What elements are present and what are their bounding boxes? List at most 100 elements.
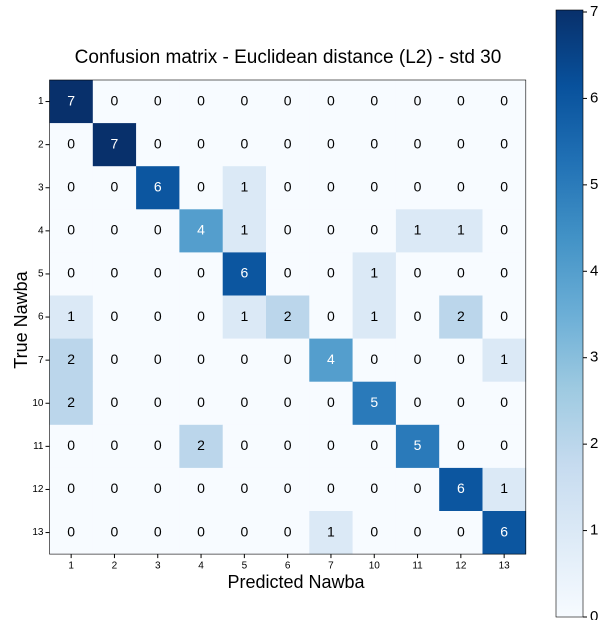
cell-label: 4 bbox=[327, 351, 335, 367]
cell bbox=[49, 123, 94, 167]
cell-label: 0 bbox=[111, 178, 119, 194]
cell bbox=[266, 381, 310, 426]
cell-label: 6 bbox=[500, 523, 508, 539]
cell bbox=[482, 123, 527, 167]
cell bbox=[482, 80, 527, 124]
cell bbox=[136, 467, 180, 512]
cell-label: 0 bbox=[284, 523, 292, 539]
cell bbox=[352, 295, 397, 339]
cell-label: 0 bbox=[154, 135, 162, 151]
cell bbox=[92, 467, 137, 512]
cell-label: 0 bbox=[457, 265, 465, 281]
cell-label: 0 bbox=[370, 92, 378, 108]
cell bbox=[49, 80, 94, 124]
cell-label: 0 bbox=[197, 92, 205, 108]
cell bbox=[266, 252, 310, 296]
cell bbox=[395, 123, 440, 167]
cell bbox=[439, 80, 483, 124]
cell-label: 1 bbox=[240, 178, 248, 194]
cell-label: 0 bbox=[284, 135, 292, 151]
cell-label: 6 bbox=[154, 178, 162, 194]
cell bbox=[395, 166, 440, 210]
cell bbox=[309, 295, 353, 339]
cell bbox=[136, 166, 180, 210]
cell bbox=[222, 295, 267, 339]
y-tick-label: 5 bbox=[38, 269, 44, 280]
cell bbox=[482, 381, 527, 426]
cell-label: 7 bbox=[111, 135, 119, 151]
cell-label: 0 bbox=[154, 222, 162, 238]
cell bbox=[49, 295, 94, 339]
cell-label: 0 bbox=[197, 523, 205, 539]
cell bbox=[179, 381, 223, 426]
cell bbox=[482, 166, 527, 210]
cell bbox=[222, 511, 267, 555]
cell bbox=[49, 467, 94, 512]
cell-label: 0 bbox=[370, 523, 378, 539]
cell bbox=[352, 511, 397, 555]
x-tick-label: 1 bbox=[68, 561, 74, 572]
y-axis-label: True Nawba bbox=[11, 270, 31, 368]
cell bbox=[439, 166, 483, 210]
cell-label: 0 bbox=[327, 135, 335, 151]
cell-label: 0 bbox=[414, 265, 422, 281]
cell-label: 6 bbox=[457, 480, 465, 496]
cell bbox=[49, 338, 94, 382]
cell-label: 0 bbox=[240, 437, 248, 453]
cell bbox=[92, 252, 137, 296]
cell-label: 2 bbox=[67, 394, 75, 410]
x-tick-label: 3 bbox=[155, 561, 161, 572]
y-tick-label: 11 bbox=[33, 441, 44, 452]
x-tick-label: 12 bbox=[455, 561, 467, 572]
cell bbox=[92, 511, 137, 555]
y-tick-label: 6 bbox=[38, 312, 44, 323]
cell bbox=[352, 338, 397, 382]
cell bbox=[395, 209, 440, 253]
cell bbox=[179, 80, 223, 124]
cell-label: 1 bbox=[370, 265, 378, 281]
cell bbox=[309, 424, 353, 469]
cell bbox=[49, 381, 94, 426]
cell bbox=[266, 424, 310, 469]
cell-label: 0 bbox=[284, 351, 292, 367]
cell bbox=[309, 511, 353, 555]
cell-label: 0 bbox=[67, 265, 75, 281]
cell-label: 0 bbox=[197, 351, 205, 367]
cell-label: 0 bbox=[154, 351, 162, 367]
cell-label: 5 bbox=[414, 437, 422, 453]
cell bbox=[179, 166, 223, 210]
cell-label: 0 bbox=[67, 222, 75, 238]
colorbar bbox=[555, 9, 584, 618]
cell bbox=[92, 123, 137, 167]
cell bbox=[179, 252, 223, 296]
cell bbox=[222, 467, 267, 512]
cell-label: 0 bbox=[284, 265, 292, 281]
cell-label: 2 bbox=[284, 308, 292, 324]
y-tick-label: 3 bbox=[38, 182, 44, 193]
cell bbox=[136, 252, 180, 296]
cell bbox=[179, 123, 223, 167]
cell bbox=[309, 381, 353, 426]
cell-label: 0 bbox=[67, 135, 75, 151]
colorbar-tick-label: 7 bbox=[590, 3, 598, 20]
cell bbox=[136, 295, 180, 339]
cell-label: 0 bbox=[414, 523, 422, 539]
x-tick-label: 6 bbox=[285, 561, 291, 572]
cell bbox=[222, 209, 267, 253]
cell bbox=[136, 123, 180, 167]
cell bbox=[136, 80, 180, 124]
cell-label: 0 bbox=[500, 178, 508, 194]
cell-label: 0 bbox=[457, 394, 465, 410]
colorbar-tick-label: 3 bbox=[590, 349, 598, 366]
cell-label: 0 bbox=[370, 135, 378, 151]
x-tick-label: 4 bbox=[198, 561, 204, 572]
y-tick-label: 2 bbox=[38, 139, 44, 150]
cell-label: 0 bbox=[111, 265, 119, 281]
cell bbox=[439, 338, 483, 382]
cell-label: 0 bbox=[414, 92, 422, 108]
cell bbox=[92, 80, 137, 124]
cell bbox=[92, 338, 137, 382]
y-tick-label: 4 bbox=[38, 225, 44, 236]
cell bbox=[439, 123, 483, 167]
